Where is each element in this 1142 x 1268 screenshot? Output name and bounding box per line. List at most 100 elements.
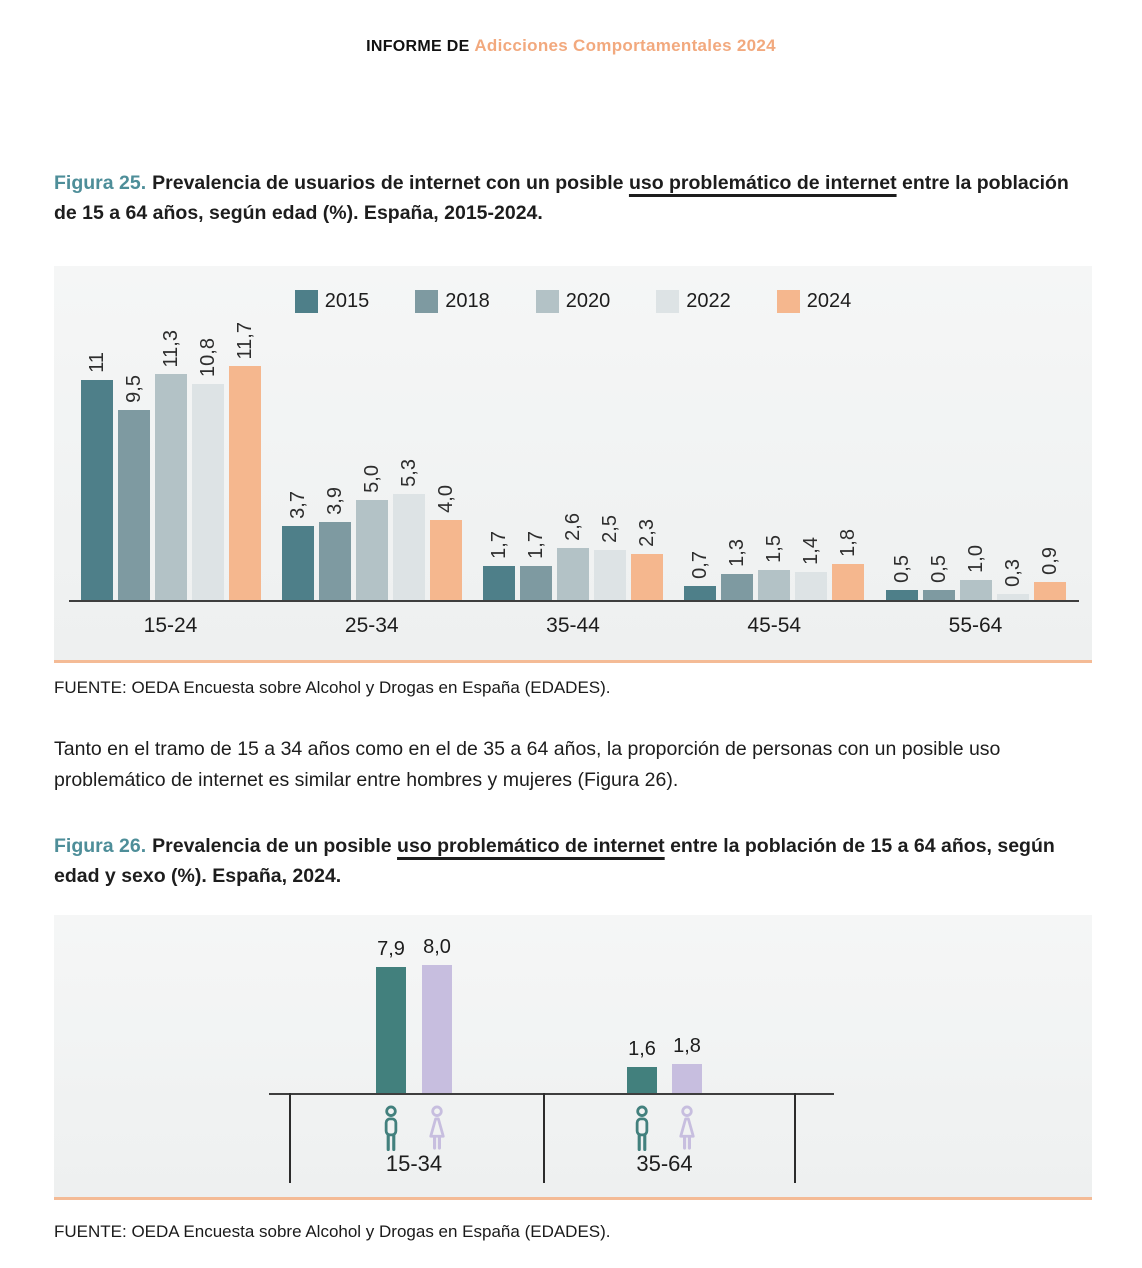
- bar-value-label: 11: [85, 352, 108, 373]
- bar-group-15-24: 11 9,5 11,3 10,8 11,7 15-24: [78, 266, 263, 637]
- bar-value-label: 0,9: [1038, 547, 1061, 575]
- male-icon: [375, 1105, 407, 1155]
- bar-25-34-2018: [318, 522, 351, 600]
- bar-35-44-2022: [594, 550, 626, 600]
- bar-value-label: 1,4: [800, 537, 823, 565]
- bar-cell: 11: [80, 266, 113, 600]
- bar-cell: 0,5: [885, 266, 918, 600]
- bar-35-64-Hombres: [627, 1067, 657, 1093]
- bar-group-35-44: 1,7 1,7 2,6 2,5 2,3 35-44: [481, 266, 666, 637]
- x-axis-category-label: 45-54: [747, 614, 802, 637]
- legend-swatch-icon: [294, 290, 318, 313]
- bar-cell: 1,4: [795, 266, 828, 600]
- legend-item-2024: 2024: [776, 290, 851, 313]
- bar-value-label: 10,8: [196, 338, 219, 377]
- bar-15-24-2015: [80, 380, 113, 600]
- legend-label: 2022: [686, 290, 731, 312]
- bar-value-label: 2,5: [599, 515, 621, 543]
- bar-value-label: 5,3: [397, 459, 420, 487]
- bar-35-44-2018: [520, 566, 552, 600]
- bar-55-64-2018: [922, 590, 955, 600]
- figura26-caption-before: Prevalencia de un posible: [152, 835, 398, 857]
- bar-cell: 9,5: [117, 266, 150, 600]
- bar-value-label: 1,5: [763, 535, 786, 563]
- bar-cell: 1,3: [721, 266, 754, 600]
- bar-value-label: 1,8: [673, 1035, 701, 1058]
- figura25-caption-underlined: uso problemático de internet: [628, 172, 897, 194]
- female-icon: [671, 1105, 703, 1155]
- legend-item-2020: 2020: [535, 290, 610, 313]
- bar-cell: 1,7: [520, 266, 552, 600]
- bar-45-54-2015: [684, 586, 717, 600]
- bar-15-24-2022: [191, 384, 224, 600]
- bar-cell: 2,5: [594, 266, 626, 600]
- bar-value-label: 0,5: [927, 555, 950, 583]
- legend-label: 2015: [324, 290, 370, 312]
- bar-35-44-2015: [483, 566, 515, 600]
- bar-cell: 11,7: [228, 266, 261, 600]
- bar-35-44-2020: [557, 548, 589, 600]
- figura25-x-axis: [69, 600, 1079, 602]
- bar-45-54-2018: [721, 574, 754, 600]
- female-icon: [421, 1105, 453, 1155]
- bar-25-34-2020: [355, 500, 388, 600]
- figura26-chart-panel: 7,9 8,0 15-34 1,6 1,8 35-64: [54, 915, 1092, 1200]
- x-axis-category-label: 35-64: [636, 1151, 693, 1176]
- bar-value-label: 3,9: [323, 487, 346, 515]
- bar-value-label: 7,9: [377, 937, 405, 960]
- legend-swatch-icon: [776, 290, 800, 313]
- bar-55-64-2015: [885, 590, 918, 600]
- bar-25-34-2015: [281, 526, 314, 600]
- bar-value-label: 1,8: [837, 529, 860, 557]
- figura26-label: Figura 26.: [54, 835, 147, 857]
- bar-group-55-64: 0,5 0,5 1,0 0,3 0,9 55-64: [883, 266, 1068, 637]
- figura26-caption-underlined: uso problemático de internet: [397, 835, 665, 857]
- bar-value-label: 2,3: [636, 519, 658, 547]
- figura25-source: FUENTE: OEDA Encuesta sobre Alcohol y Dr…: [54, 678, 611, 697]
- bar-value-label: 1,6: [628, 1038, 656, 1061]
- figura26-axis-tick-middle: [543, 1093, 545, 1183]
- bar-value-label: 1,7: [488, 531, 510, 559]
- bar-cell: 0,3: [996, 266, 1029, 600]
- figura25-caption-after: entre la población de 15 a 64 años, segú…: [54, 172, 1069, 225]
- legend-swatch-icon: [535, 290, 559, 313]
- x-axis-category-label: 55-64: [948, 614, 1003, 637]
- legend-swatch-icon: [415, 290, 439, 313]
- bar-cell: 5,0: [355, 266, 388, 600]
- bar-15-24-2018: [117, 410, 150, 600]
- header-prefix: INFORME DE: [366, 38, 475, 55]
- page-header: INFORME DE Adicciones Comportamentales 2…: [0, 36, 1142, 56]
- bar-35-64-Mujeres: [672, 1064, 702, 1093]
- figura25-legend: 2015 2018 2020 2022 2024: [54, 290, 1092, 313]
- figura25-chart-panel: 2015 2018 2020 2022 2024 11 9,5 11,3 10,8 11,7 15…: [54, 266, 1092, 663]
- figura26-axis-tick-right: [794, 1093, 796, 1183]
- figura25-caption-before: Prevalencia de usuarios de internet con …: [152, 172, 629, 194]
- bar-value-label: 1,0: [964, 545, 987, 573]
- bar-cell: 1,7: [483, 266, 515, 600]
- bar-value-label: 5,0: [360, 465, 383, 493]
- bar-cell: 2,3: [631, 266, 663, 600]
- bar-cell: 1,0: [959, 266, 992, 600]
- bar-cell: 2,6: [557, 266, 589, 600]
- bar-15-34-Mujeres: [422, 965, 452, 1093]
- header-report-title: Adicciones Comportamentales 2024: [474, 36, 776, 55]
- bar-value-label: 11,7: [233, 321, 256, 359]
- x-axis-category-label: 25-34: [344, 614, 399, 637]
- bar-value-label: 0,3: [1001, 559, 1024, 587]
- bar-value-label: 8,0: [423, 936, 451, 958]
- bar-cell: 11,3: [154, 266, 187, 600]
- bar-55-64-2024: [1033, 582, 1066, 600]
- bar-value-label: 3,7: [286, 491, 309, 519]
- bar-cell: 3,7: [281, 266, 314, 600]
- legend-item-2015: 2015: [294, 290, 370, 313]
- bar-value-label: 4,0: [434, 485, 457, 513]
- figura25-title: Figura 25. Prevalencia de usuarios de int…: [54, 168, 1090, 228]
- bar-value-label: 0,7: [689, 551, 712, 579]
- bar-55-64-2020: [959, 580, 992, 600]
- bar-25-34-2024: [429, 520, 462, 600]
- bar-cell: 0,7: [684, 266, 717, 600]
- figura25-plot-groups: 11 9,5 11,3 10,8 11,7 15-24 3,7 3,9 5,0 5,3 4,0 25-…: [78, 266, 1068, 637]
- legend-label: 2018: [445, 290, 490, 312]
- figura26-axis-tick-left: [289, 1093, 291, 1183]
- bar-15-34-Hombres: [376, 966, 406, 1093]
